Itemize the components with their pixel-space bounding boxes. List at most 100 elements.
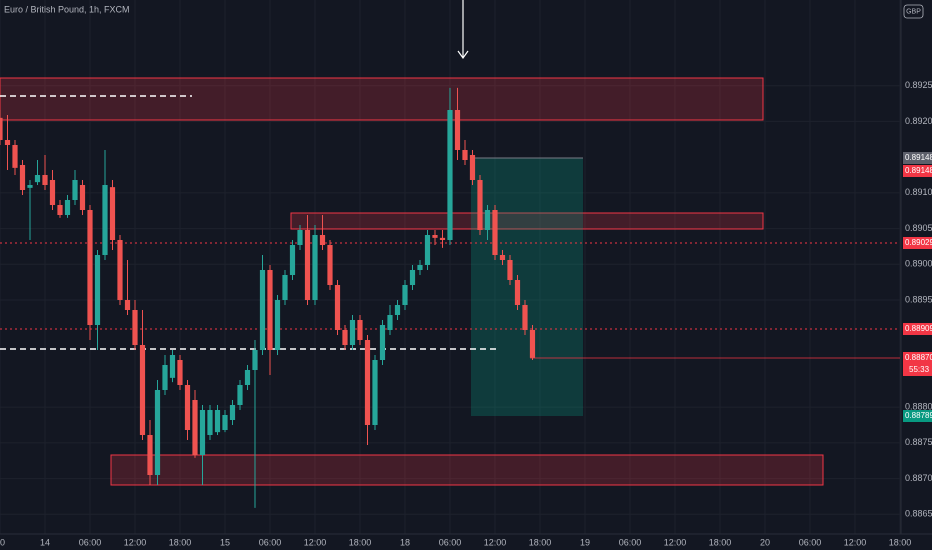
- x-tick-label: 12:00: [664, 537, 687, 547]
- tag-bg: [903, 152, 932, 164]
- x-tick-label: 06:00: [439, 537, 462, 547]
- candle-body: [229, 405, 236, 420]
- x-tick-label: 19: [580, 537, 590, 547]
- x-tick-label: 18: [400, 537, 410, 547]
- candle-body: [439, 237, 446, 240]
- candle-body: [64, 200, 71, 215]
- candle-body: [94, 255, 101, 325]
- candle-body: [342, 330, 348, 345]
- position-box: [471, 158, 583, 416]
- x-tick-label: 06:00: [799, 537, 822, 547]
- candle-body: [387, 315, 393, 330]
- demand-zone: [110, 454, 824, 486]
- candle-body: [169, 355, 176, 378]
- x-tick-label: 18:00: [169, 537, 192, 547]
- candle-body: [379, 325, 386, 360]
- tag-bg: [903, 165, 932, 177]
- candle-body: [289, 245, 296, 275]
- currency-label[interactable]: GBP: [906, 8, 921, 15]
- candle-body: [447, 110, 453, 240]
- candle-body: [207, 410, 213, 435]
- candle-body: [4, 140, 11, 145]
- currency-button[interactable]: [903, 4, 924, 19]
- x-tick-label: 12:00: [844, 537, 867, 547]
- candle-body: [349, 320, 356, 345]
- candle-body: [364, 340, 371, 425]
- candle-body: [477, 180, 483, 230]
- candle-body: [259, 270, 266, 350]
- candle-body: [469, 155, 476, 180]
- candle-body: [49, 180, 56, 205]
- candle-body: [499, 255, 506, 260]
- candle-body: [124, 300, 131, 310]
- candle-body: [162, 365, 168, 390]
- candle-body: [154, 390, 161, 475]
- candle-body: [304, 230, 311, 300]
- candle-body: [462, 150, 468, 160]
- candle-body: [319, 235, 326, 245]
- arrow: [457, 0, 469, 60]
- candle-body: [312, 235, 318, 300]
- price-tag: 0.88789: [905, 411, 932, 420]
- x-tick-label: 18:00: [889, 537, 912, 547]
- candle-body: [109, 187, 116, 240]
- price-tag: 0.89148: [905, 153, 932, 162]
- x-tick-label: 18:00: [709, 537, 732, 547]
- candle-body: [147, 435, 153, 475]
- candle-body: [432, 235, 438, 238]
- candle-body: [34, 175, 41, 183]
- candle-body: [327, 245, 333, 285]
- candle-body: [297, 230, 303, 245]
- x-tick-label: 00: [0, 537, 5, 547]
- price-tag: 0.88870: [905, 353, 932, 362]
- zones: [0, 77, 824, 486]
- candle-body: [132, 310, 138, 345]
- tag-bg: [903, 410, 932, 422]
- candle-body: [87, 210, 93, 325]
- candle-body: [417, 265, 423, 270]
- candle-body: [27, 185, 33, 188]
- candle-body: [244, 370, 251, 385]
- candle-body: [492, 210, 498, 255]
- candle-body: [117, 240, 123, 300]
- candle-body: [72, 180, 78, 200]
- candle-body: [484, 210, 491, 230]
- candle-body: [372, 360, 378, 425]
- tag-bg: [903, 352, 932, 376]
- candle-body: [394, 305, 401, 315]
- candle-body: [184, 385, 191, 430]
- price-tag: 0.88909: [905, 324, 932, 333]
- candle-body: [402, 285, 408, 305]
- price-tag: 0.89148: [905, 166, 932, 175]
- candle-body: [12, 145, 18, 168]
- x-tick-label: 06:00: [79, 537, 102, 547]
- candle-body: [102, 185, 108, 255]
- x-tick-label: 12:00: [124, 537, 147, 547]
- candle-body: [274, 300, 281, 350]
- candle-body: [57, 205, 63, 215]
- candle-body: [252, 350, 258, 370]
- price-tags: 0.89148 0.89148 0.89029 0.88909 0.88870 …: [903, 152, 932, 422]
- x-tick-label: 18:00: [529, 537, 552, 547]
- x-tick-label: 06:00: [619, 537, 642, 547]
- arrow-head: [457, 50, 469, 60]
- price-tag: 0.89029: [905, 238, 932, 247]
- candle-body: [214, 410, 221, 433]
- candle-body: [139, 345, 146, 435]
- candle-body: [177, 360, 183, 385]
- x-tick-label: 20: [760, 537, 770, 547]
- x-tick-label: 14: [40, 537, 50, 547]
- candle-body: [409, 270, 416, 285]
- tag-bg: [903, 237, 932, 249]
